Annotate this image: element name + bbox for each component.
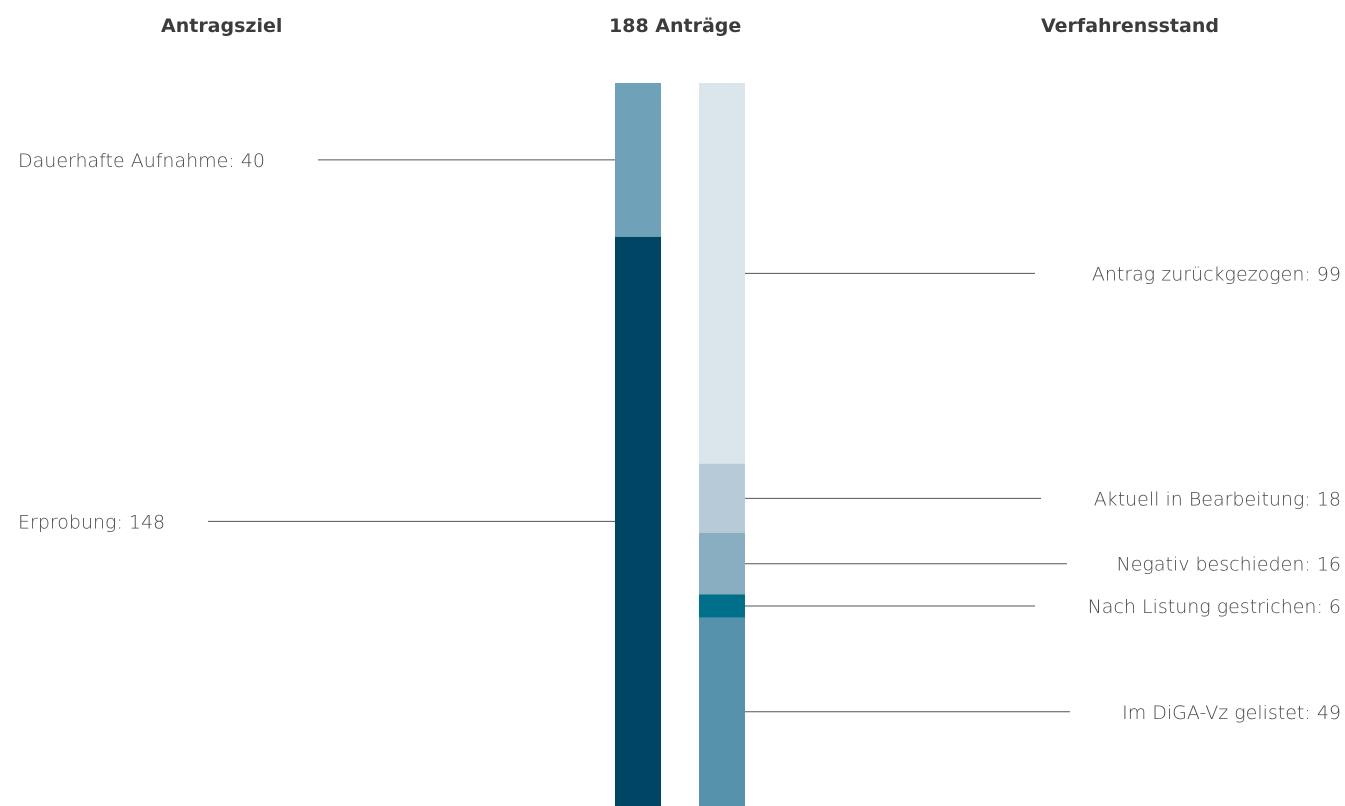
bar-segment-nach-listung-gestrichen [699, 594, 745, 618]
segment-label: Negativ beschieden: 16 [1117, 554, 1341, 576]
bar-segment-negativ-beschieden [699, 532, 745, 595]
bar-segment-aktuell-in-bearbeitung [699, 463, 745, 533]
bar-segment-dauerhafte-aufnahme [615, 83, 661, 237]
bar-segment-antrag-zur-ckgezogen [699, 83, 745, 464]
header-verfahrensstand: Verfahrensstand [1041, 15, 1219, 37]
segment-label: Nach Listung gestrichen: 6 [1088, 596, 1341, 618]
bar-segment-erprobung [615, 236, 661, 806]
header-total: 188 Anträge [609, 15, 742, 37]
header-antragsziel: Antragsziel [161, 15, 283, 37]
bar-segment-im-diga-vz-gelistet [699, 617, 745, 806]
segment-label: Im DiGA-Vz gelistet: 49 [1122, 702, 1341, 724]
segment-label: Dauerhafte Aufnahme: 40 [18, 150, 265, 172]
segment-label: Aktuell in Bearbeitung: 18 [1094, 488, 1341, 510]
segment-label: Antrag zurückgezogen: 99 [1092, 263, 1341, 285]
segment-label: Erprobung: 148 [18, 511, 165, 533]
